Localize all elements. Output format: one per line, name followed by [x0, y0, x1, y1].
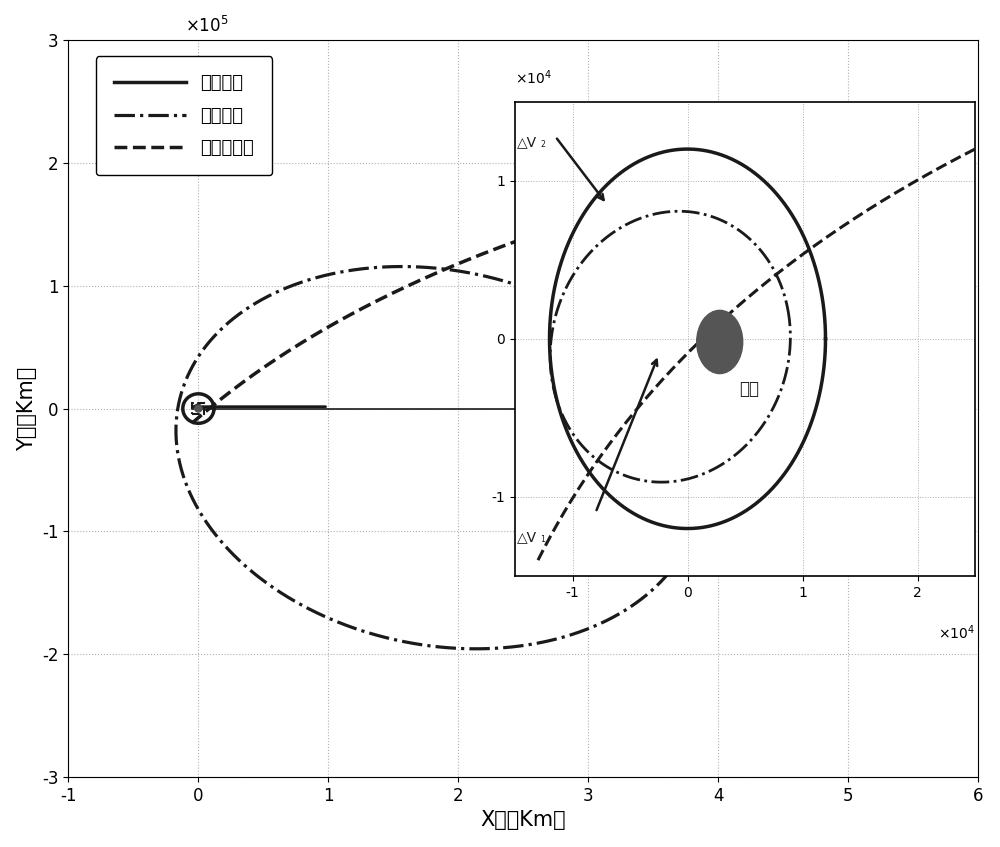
Text: $_2$: $_2$: [540, 139, 547, 151]
Circle shape: [697, 310, 743, 374]
Bar: [192, 403, 204, 414]
Text: $\times 10^4$: $\times 10^4$: [938, 623, 975, 642]
Text: 行星: 行星: [739, 380, 759, 398]
X-axis label: X轴（Km）: X轴（Km）: [480, 811, 566, 830]
Y-axis label: Y轴（Km）: Y轴（Km）: [17, 367, 37, 451]
Text: △V: △V: [517, 135, 537, 149]
Text: $_1$: $_1$: [540, 534, 547, 546]
Legend: 目标轨道, 转移轨道, 双曲线轨道: 目标轨道, 转移轨道, 双曲线轨道: [96, 57, 272, 175]
Text: $\times 10^5$: $\times 10^5$: [185, 16, 228, 36]
Text: $\times 10^4$: $\times 10^4$: [515, 69, 552, 87]
Text: △V: △V: [517, 530, 537, 544]
Circle shape: [195, 405, 202, 412]
